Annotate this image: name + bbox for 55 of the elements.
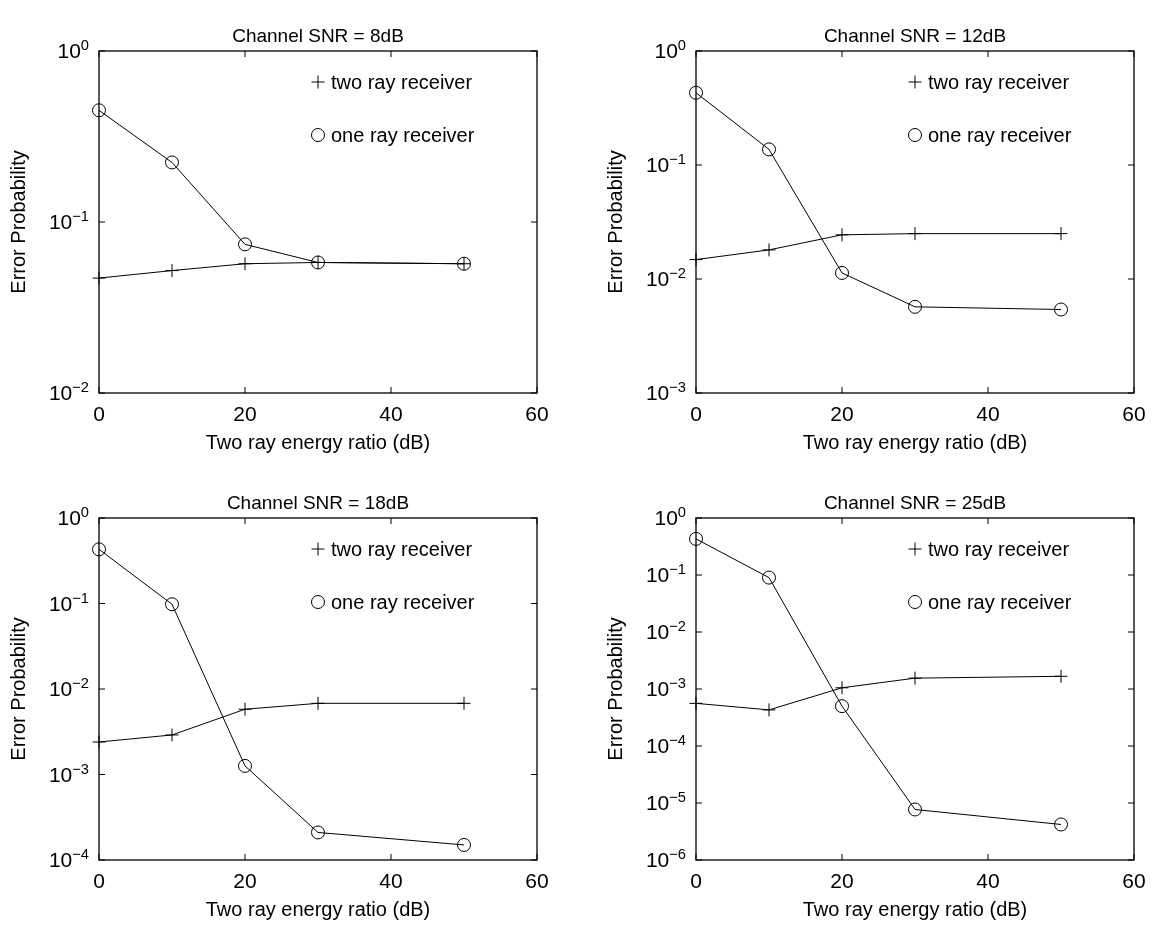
y-tick-label: 10$^{0}$ xyxy=(57,37,89,62)
x-tick-label: 20 xyxy=(233,869,257,892)
x-tick-label: 60 xyxy=(525,869,549,892)
y-axis-title: Error Probability xyxy=(604,617,626,761)
y-tick-label: 10$^{−2}$ xyxy=(48,675,89,700)
chart-title: Channel SNR = 25dB xyxy=(823,492,1007,513)
y-tick-label: 10$^{0}$ xyxy=(654,37,686,62)
x-tick-label: 60 xyxy=(1122,402,1146,425)
y-tick-label: 10$^{−2}$ xyxy=(48,379,89,404)
x-axis-title: Two ray energy ratio (dB) xyxy=(205,898,431,920)
x-tick-label: 40 xyxy=(976,869,1000,892)
x-tick-label: 20 xyxy=(830,402,854,425)
y-tick-label: 10$^{−5}$ xyxy=(645,789,686,814)
y-tick-label: 10$^{−3}$ xyxy=(48,760,89,786)
chart-title: Channel SNR = 12dB xyxy=(823,25,1007,46)
y-tick-label: 10$^{−3}$ xyxy=(645,379,686,404)
legend-label: two ray receiver xyxy=(928,538,1070,560)
x-tick-label: 40 xyxy=(976,402,1000,425)
y-tick-label: 10$^{−1}$ xyxy=(645,561,686,586)
x-tick-label: 20 xyxy=(233,402,257,425)
y-tick-label: 10$^{−6}$ xyxy=(645,846,686,871)
y-tick-label: 10$^{0}$ xyxy=(57,504,89,529)
y-tick-label: 10$^{−4}$ xyxy=(48,846,89,871)
legend-label: one ray receiver xyxy=(928,124,1072,146)
y-axis-title: Error Probability xyxy=(7,150,29,294)
x-tick-label: 0 xyxy=(690,869,702,892)
legend-label: two ray receiver xyxy=(331,71,473,93)
y-axis-title: Error Probability xyxy=(604,150,626,294)
x-tick-label: 60 xyxy=(1122,869,1146,892)
y-tick-label: 10$^{−1}$ xyxy=(48,589,89,615)
y-tick-label: 10$^{0}$ xyxy=(654,504,686,529)
x-axis-title: Two ray energy ratio (dB) xyxy=(205,431,431,453)
chart-title: Channel SNR = 18dB xyxy=(226,492,410,513)
x-tick-label: 60 xyxy=(525,402,549,425)
legend-label: one ray receiver xyxy=(331,591,475,613)
legend-label: one ray receiver xyxy=(331,124,475,146)
x-axis-title: Two ray energy ratio (dB) xyxy=(802,431,1028,453)
y-tick-label: 10$^{−2}$ xyxy=(645,618,686,643)
x-tick-label: 40 xyxy=(379,402,403,425)
x-tick-label: 40 xyxy=(379,869,403,892)
y-tick-label: 10$^{−4}$ xyxy=(645,732,686,757)
x-tick-label: 0 xyxy=(690,402,702,425)
chart-title: Channel SNR = 8dB xyxy=(232,25,404,46)
y-tick-label: 10$^{−3}$ xyxy=(645,675,686,700)
x-axis-title: Two ray energy ratio (dB) xyxy=(802,898,1028,920)
y-tick-label: 10$^{−2}$ xyxy=(645,265,686,290)
legend-label: two ray receiver xyxy=(331,538,473,560)
y-axis-title: Error Probability xyxy=(7,617,29,761)
legend-label: two ray receiver xyxy=(928,71,1070,93)
y-tick-label: 10$^{−1}$ xyxy=(645,151,686,176)
x-tick-label: 0 xyxy=(93,402,105,425)
legend-label: one ray receiver xyxy=(928,591,1072,613)
x-tick-label: 20 xyxy=(830,869,854,892)
x-tick-label: 0 xyxy=(93,869,105,892)
y-tick-label: 10$^{−1}$ xyxy=(48,208,89,233)
